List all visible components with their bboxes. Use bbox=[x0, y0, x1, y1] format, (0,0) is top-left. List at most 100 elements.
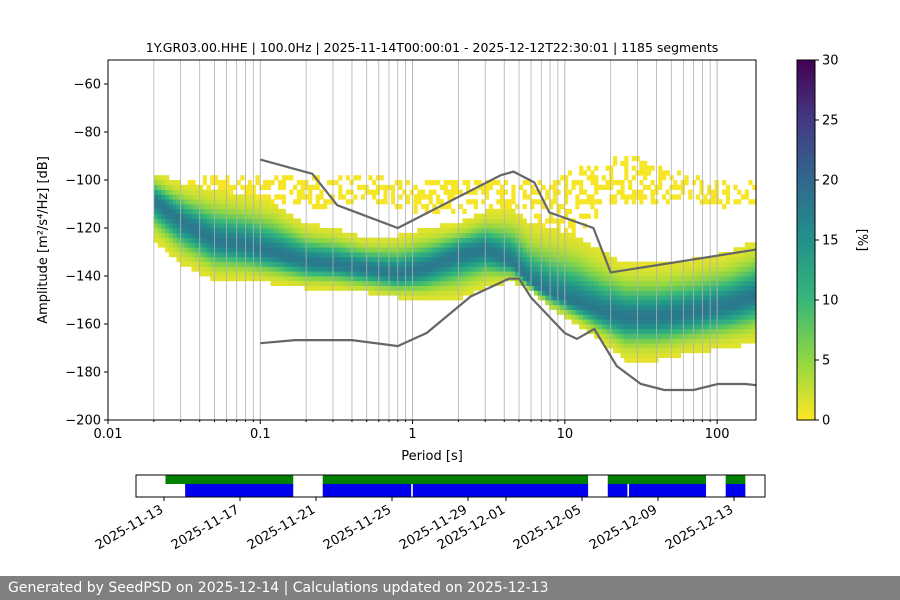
heatmap-cell bbox=[676, 285, 682, 291]
heatmap-cell bbox=[590, 314, 595, 320]
heatmap-cell bbox=[338, 280, 343, 286]
heatmap-cell bbox=[594, 189, 599, 195]
heatmap-cell bbox=[353, 266, 358, 272]
heatmap-cell bbox=[240, 208, 245, 214]
heatmap-cell bbox=[217, 252, 222, 258]
heatmap-cell bbox=[266, 261, 271, 267]
heatmap-cell bbox=[628, 348, 633, 354]
heatmap-cell bbox=[639, 280, 644, 286]
heatmap-cell bbox=[605, 333, 610, 339]
heatmap-cell bbox=[511, 242, 516, 248]
heatmap-cell bbox=[266, 252, 271, 258]
heatmap-cell bbox=[221, 223, 226, 229]
heatmap-cell bbox=[680, 189, 685, 195]
heatmap-cell bbox=[537, 228, 542, 234]
heatmap-cell bbox=[334, 252, 339, 258]
heatmap-cell bbox=[646, 352, 652, 358]
heatmap-cell bbox=[579, 309, 584, 315]
heatmap-cell bbox=[597, 333, 603, 339]
heatmap-cell bbox=[643, 304, 648, 310]
heatmap-cell bbox=[692, 290, 697, 296]
heatmap-cell bbox=[153, 228, 158, 234]
heatmap-cell bbox=[488, 247, 493, 253]
heatmap-cell bbox=[191, 223, 196, 229]
heatmap-cell bbox=[221, 237, 226, 243]
heatmap-cell bbox=[481, 218, 486, 224]
heatmap-cell bbox=[722, 266, 727, 272]
heatmap-cell bbox=[338, 232, 343, 238]
heatmap-cell bbox=[319, 247, 324, 253]
heatmap-cell bbox=[191, 199, 196, 205]
heatmap-cell bbox=[692, 180, 697, 186]
heatmap-cell bbox=[285, 237, 290, 243]
heatmap-cell bbox=[296, 252, 302, 258]
heatmap-cell bbox=[628, 276, 633, 282]
heatmap-cell bbox=[206, 252, 211, 258]
heatmap-cell bbox=[353, 280, 358, 286]
heatmap-cell bbox=[567, 223, 572, 229]
heatmap-cell bbox=[191, 247, 196, 253]
heatmap-cell bbox=[560, 300, 565, 306]
heatmap-cell bbox=[300, 271, 305, 277]
heatmap-cell bbox=[703, 266, 708, 272]
heatmap-cell bbox=[240, 184, 245, 190]
heatmap-cell bbox=[609, 304, 614, 310]
heatmap-cell bbox=[357, 256, 362, 262]
heatmap-cell bbox=[428, 237, 433, 243]
heatmap-cell bbox=[684, 300, 689, 306]
heatmap-cell bbox=[575, 194, 580, 200]
heatmap-cell bbox=[232, 223, 238, 229]
heatmap-cell bbox=[556, 180, 561, 186]
heatmap-cell bbox=[281, 208, 286, 214]
low-noise-model-line bbox=[260, 277, 757, 392]
heatmap-cell bbox=[590, 194, 595, 200]
heatmap-cell bbox=[334, 285, 339, 291]
heatmap-cell bbox=[530, 256, 535, 262]
heatmap-cell bbox=[692, 266, 697, 272]
heatmap-cell bbox=[684, 175, 689, 181]
heatmap-cell bbox=[421, 204, 426, 210]
heatmap-cell bbox=[172, 247, 177, 253]
heatmap-cell bbox=[646, 266, 652, 272]
heatmap-cell bbox=[274, 280, 279, 286]
heatmap-cell bbox=[191, 208, 196, 214]
heatmap-cell bbox=[296, 276, 302, 282]
heatmap-cell bbox=[744, 295, 749, 301]
heatmap-cell bbox=[537, 261, 542, 267]
heatmap-cell bbox=[255, 242, 260, 248]
heatmap-cell bbox=[360, 242, 365, 248]
heatmap-cell bbox=[247, 247, 253, 253]
heatmap-cell bbox=[172, 194, 177, 200]
heatmap-cell bbox=[737, 271, 742, 277]
heatmap-cell bbox=[221, 247, 226, 253]
heatmap-cell bbox=[443, 237, 448, 243]
heatmap-cell bbox=[247, 271, 253, 277]
heatmap-cell bbox=[451, 285, 456, 291]
heatmap-cell bbox=[556, 242, 561, 248]
heatmap-cell bbox=[744, 309, 749, 315]
heatmap-cell bbox=[296, 242, 302, 248]
heatmap-cell bbox=[409, 256, 414, 262]
heatmap-cell bbox=[278, 218, 283, 224]
heatmap-cell bbox=[650, 285, 655, 291]
heatmap-cell bbox=[293, 271, 298, 277]
heatmap-cell bbox=[688, 324, 693, 330]
heatmap-cell bbox=[676, 352, 682, 358]
heatmap-cell bbox=[533, 290, 539, 296]
heatmap-cell bbox=[338, 237, 343, 243]
heatmap-cell bbox=[541, 247, 546, 253]
heatmap-cell bbox=[503, 271, 509, 277]
heatmap-cell bbox=[673, 328, 678, 334]
heatmap-cell bbox=[526, 280, 531, 286]
heatmap-cell bbox=[710, 290, 715, 296]
heatmap-cell bbox=[296, 194, 302, 200]
heatmap-cell bbox=[718, 290, 723, 296]
heatmap-cell bbox=[748, 338, 753, 344]
heatmap-cell bbox=[424, 237, 429, 243]
heatmap-cell bbox=[176, 247, 181, 253]
heatmap-cell bbox=[530, 189, 535, 195]
heatmap-cell bbox=[511, 261, 516, 267]
heatmap-cell bbox=[492, 271, 497, 277]
heatmap-cell bbox=[545, 218, 550, 224]
